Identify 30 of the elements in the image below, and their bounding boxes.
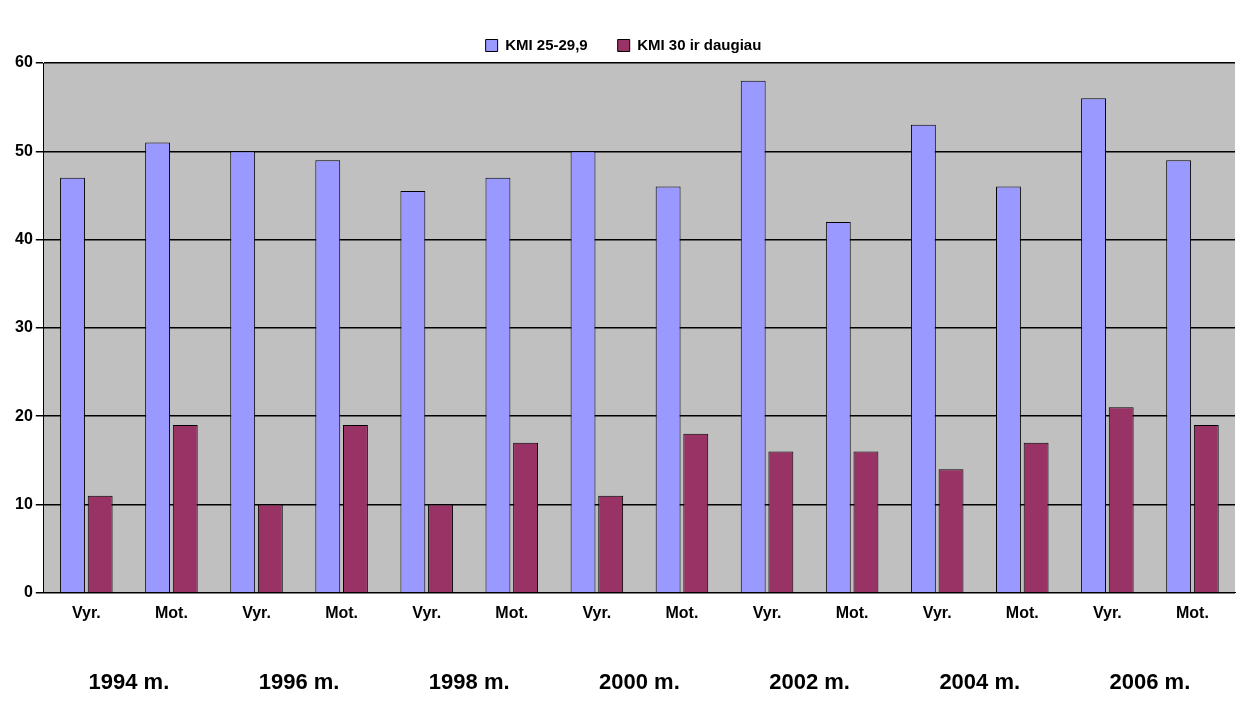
text: 1996 m. [258, 668, 340, 694]
text: 2000 m. [599, 668, 680, 694]
x-tick-label: Vyr. [582, 603, 612, 621]
text: 2004 m. [939, 668, 1021, 694]
legend-label: KMI 30 ir daugiau [637, 35, 762, 53]
x-tick-label: Vyr. [71, 603, 101, 621]
y-tick-label: 20 [15, 406, 33, 424]
y-tick-label: 50 [15, 141, 33, 159]
x-tick-label: Mot. [325, 603, 359, 621]
x-tick-label: Vyr. [752, 603, 782, 621]
text: 1994 m. [88, 668, 170, 694]
x-tick-label: Vyr. [412, 603, 442, 621]
x-tick-label: Vyr. [1092, 603, 1122, 621]
x-tick-label: Mot. [154, 603, 188, 621]
y-tick-label: 60 [15, 53, 33, 71]
x-tick-label: Vyr. [922, 603, 952, 621]
text: 2006 m. [1109, 668, 1191, 694]
y-tick-label: 40 [15, 230, 33, 248]
text: 1998 m. [428, 668, 510, 694]
text: 2002 m. [769, 668, 850, 694]
y-tick-label: 0 [23, 583, 33, 601]
x-tick-label: Mot. [495, 603, 529, 621]
x-tick-label: Mot. [1176, 603, 1209, 621]
y-tick-label: 10 [15, 494, 33, 512]
x-tick-label: Mot. [665, 603, 699, 621]
x-tick-label: Mot. [835, 603, 869, 621]
x-tick-label: Vyr. [242, 603, 271, 621]
x-tick-label: Mot. [1005, 603, 1039, 621]
legend-label: KMI 25-29,9 [505, 35, 588, 53]
y-tick-label: 30 [15, 318, 33, 336]
